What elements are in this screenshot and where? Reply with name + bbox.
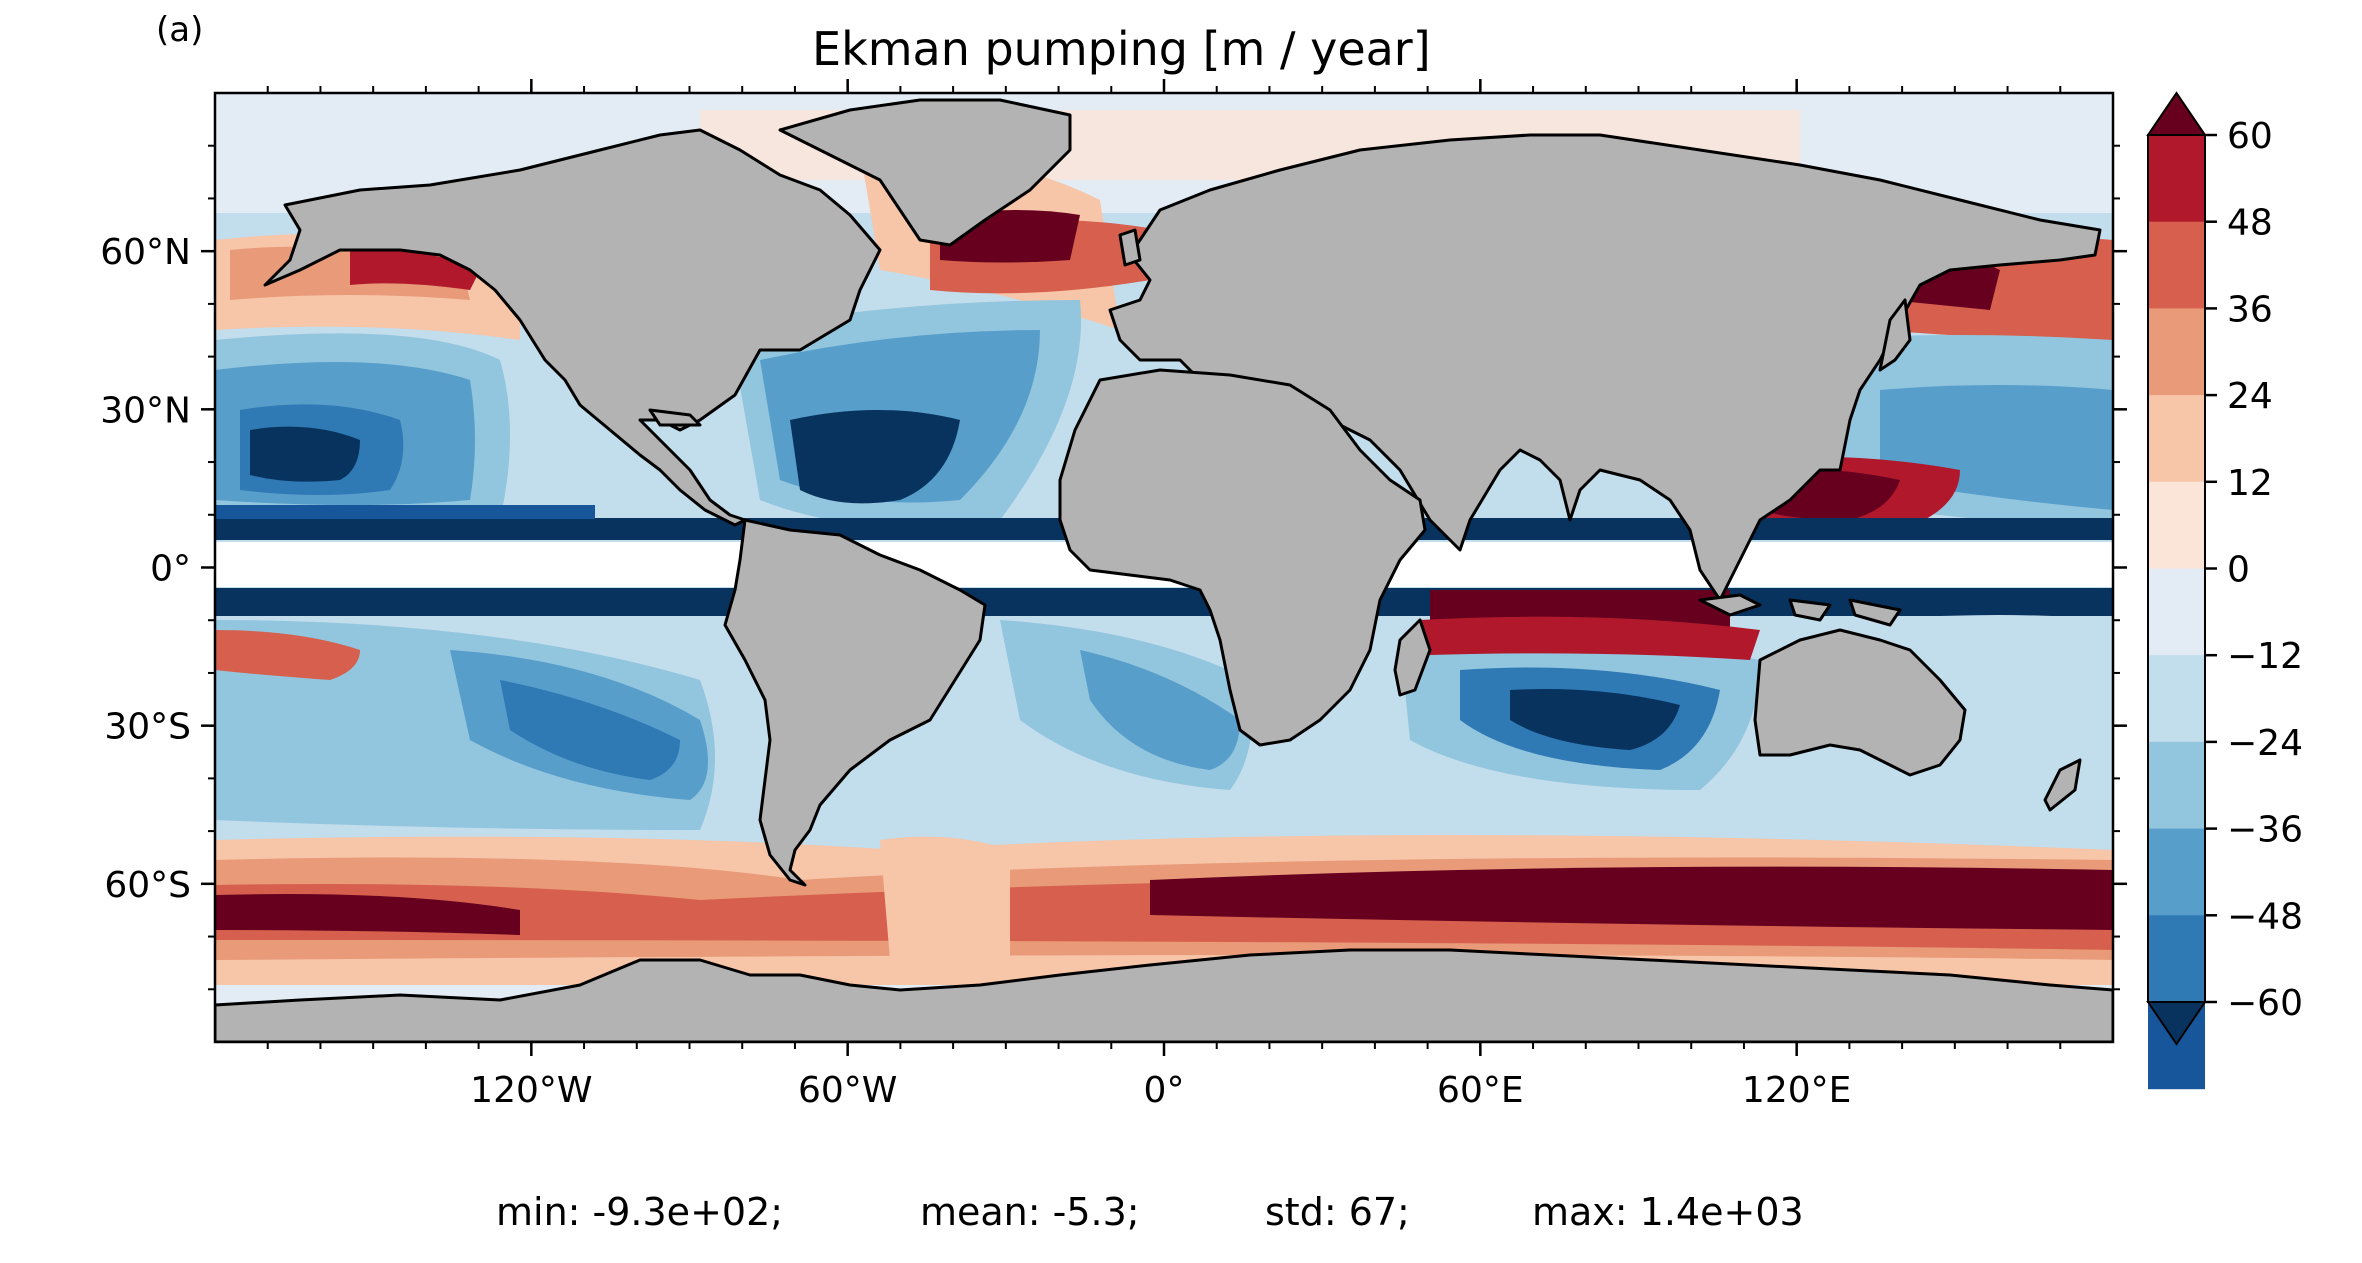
colorbar-tick-label: 60 (2227, 116, 2273, 157)
y-tick-label: 60°N (100, 232, 191, 273)
map-title: Ekman pumping [m / year] (812, 22, 1431, 76)
stat-mean: mean: -5.3; (920, 1190, 1140, 1234)
antarctica (215, 948, 2113, 1042)
colorbar-segment (2148, 915, 2205, 1003)
stat-max: max: 1.4e+03 (1532, 1190, 1804, 1234)
y-tick-label: 30°S (104, 707, 191, 748)
greenland (778, 98, 1072, 247)
colorbar-segment (2148, 135, 2205, 223)
colorbar-segment (2148, 828, 2205, 916)
stat-min: min: -9.3e+02; (496, 1190, 784, 1234)
south-america (723, 518, 987, 887)
land-masses (215, 98, 2113, 1042)
axis-ticks: 120°W 60°W 0° 60°E 120°E 60°N 30°N 0° 30°S 60°S (100, 79, 2127, 1111)
colorbar: 60 48 36 24 12 0 −12 −24 −36 −48 −60 (2146, 91, 2303, 1090)
x-tick-label: 60°W (798, 1070, 897, 1111)
stat-std: std: 67; (1265, 1190, 1410, 1234)
madagascar (1393, 618, 1432, 697)
colorbar-tick-label: 48 (2227, 203, 2273, 244)
colorbar-tick-label: 24 (2227, 376, 2273, 417)
x-tick-label: 120°W (470, 1070, 592, 1111)
colorbar-segment (2148, 221, 2205, 309)
australia (1753, 628, 1967, 777)
y-tick-label: 30°N (100, 390, 191, 431)
panel-label: (a) (156, 10, 204, 50)
colorbar-segment (2148, 568, 2205, 656)
colorbar-segment (2148, 655, 2205, 743)
x-tick-label: 0° (1144, 1070, 1185, 1111)
colorbar-segment (2148, 395, 2205, 483)
colorbar-extend-max (2146, 91, 2207, 136)
colorbar-tick-label: 36 (2227, 289, 2273, 330)
x-tick-label: 60°E (1437, 1070, 1524, 1111)
colorbar-tick-label: −36 (2227, 810, 2303, 851)
colorbar-tick-label: −12 (2227, 636, 2303, 677)
colorbar-segment (2148, 741, 2205, 830)
x-tick-label: 120°E (1742, 1070, 1851, 1111)
y-tick-label: 0° (150, 549, 191, 590)
colorbar-tick-label: 12 (2227, 463, 2273, 504)
colorbar-segment (2148, 308, 2205, 396)
africa (1058, 368, 1427, 747)
colorbar-tick-label: −48 (2227, 896, 2303, 937)
colorbar-segment (2148, 481, 2205, 569)
colorbar-tick-label: −60 (2227, 983, 2303, 1024)
colorbar-tick-label: −24 (2227, 723, 2303, 764)
colorbar-tick-label: 0 (2227, 550, 2250, 591)
north-america (263, 128, 882, 527)
y-tick-label: 60°S (104, 865, 191, 906)
